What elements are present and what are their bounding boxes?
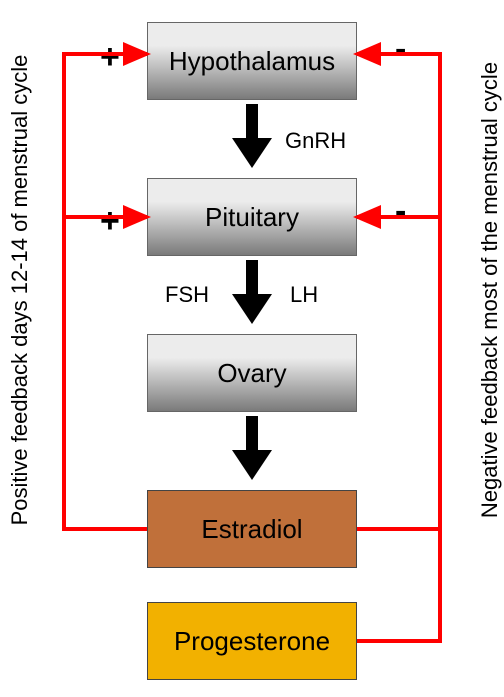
sign-plus-mid: + (100, 202, 120, 241)
sign-minus-top: - (395, 30, 406, 69)
side-text-left: Positive feedback days 12-14 of menstrua… (7, 55, 33, 526)
label-fsh: FSH (165, 282, 209, 308)
sign-plus-top: + (100, 38, 120, 77)
red-right-main (357, 54, 440, 529)
node-label: Hypothalamus (169, 46, 335, 77)
node-ovary: Ovary (147, 334, 357, 412)
node-hypothalamus: Hypothalamus (147, 22, 357, 100)
node-estradiol: Estradiol (147, 490, 357, 568)
node-label: Ovary (217, 358, 286, 389)
black-arrows (232, 104, 272, 480)
side-text-right: Negative feedback most of the menstrual … (477, 62, 503, 518)
node-progesterone: Progesterone (147, 602, 357, 680)
node-label: Estradiol (201, 514, 302, 545)
sign-minus-mid: - (395, 192, 406, 231)
red-left-main (64, 54, 147, 529)
label-lh: LH (290, 282, 318, 308)
node-label: Pituitary (205, 202, 299, 233)
label-gnrh: GnRH (285, 128, 346, 154)
node-label: Progesterone (174, 626, 330, 657)
node-pituitary: Pituitary (147, 178, 357, 256)
red-right-prog (357, 529, 440, 641)
